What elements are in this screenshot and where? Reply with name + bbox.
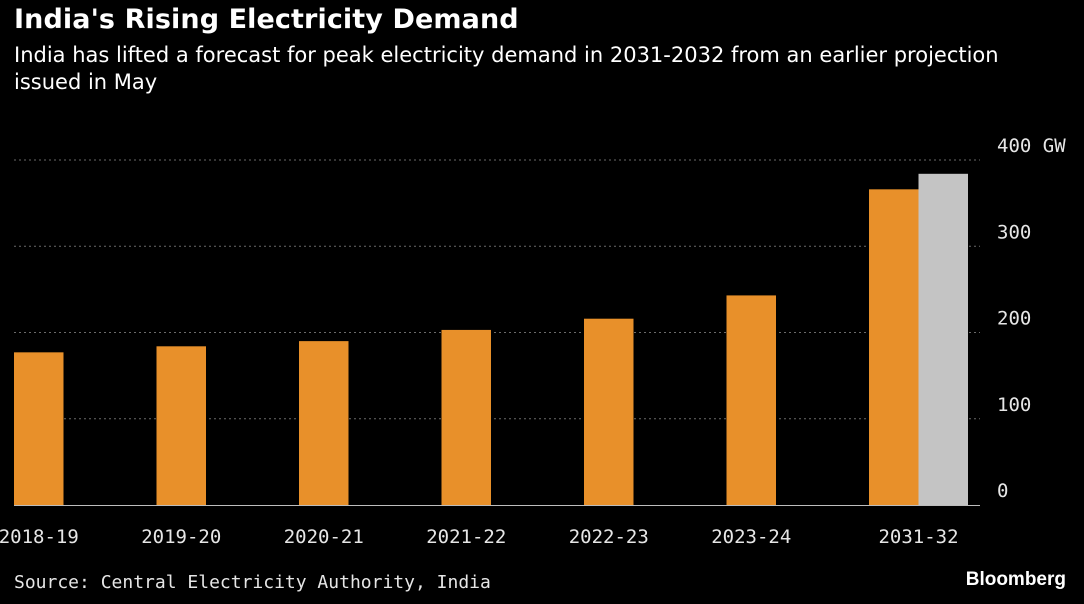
y-tick-label: 100 bbox=[997, 394, 1031, 416]
x-tick-label: 2020-21 bbox=[284, 526, 364, 548]
x-tick-label: 2018-19 bbox=[0, 526, 79, 548]
x-axis-ticks: 2018-19 2019-20 2020-21 2021-22 2022-23 2023-… bbox=[0, 526, 959, 548]
y-axis-ticks: 0 100 200 300 400 GW bbox=[997, 135, 1066, 502]
bar-2019-20 bbox=[156, 346, 206, 505]
bar-2023-24 bbox=[726, 295, 776, 505]
bar-2031-32-series-2 bbox=[918, 173, 968, 506]
bar-2021-22 bbox=[441, 329, 491, 505]
bloomberg-logo: Bloomberg bbox=[965, 569, 1066, 590]
bar-2031-32 bbox=[869, 189, 919, 505]
y-tick-label: 200 bbox=[997, 308, 1031, 330]
source-note: Source: Central Electricity Authority, I… bbox=[14, 572, 491, 593]
bar-2018-19 bbox=[14, 352, 64, 505]
bar-2022-23 bbox=[584, 318, 634, 505]
y-tick-label: 400 GW bbox=[997, 135, 1066, 157]
y-tick-label: 300 bbox=[997, 221, 1031, 243]
bar-2020-21 bbox=[299, 341, 349, 505]
y-tick-label: 0 bbox=[997, 480, 1008, 502]
x-tick-label: 2031-32 bbox=[878, 526, 958, 548]
x-tick-label: 2019-20 bbox=[141, 526, 221, 548]
x-tick-label: 2022-23 bbox=[569, 526, 649, 548]
x-tick-label: 2021-22 bbox=[426, 526, 506, 548]
chart-subtitle: India has lifted a forecast for peak ele… bbox=[14, 43, 999, 94]
bars bbox=[14, 173, 968, 506]
x-tick-label: 2023-24 bbox=[711, 526, 791, 548]
chart-title: India's Rising Electricity Demand bbox=[14, 4, 519, 35]
